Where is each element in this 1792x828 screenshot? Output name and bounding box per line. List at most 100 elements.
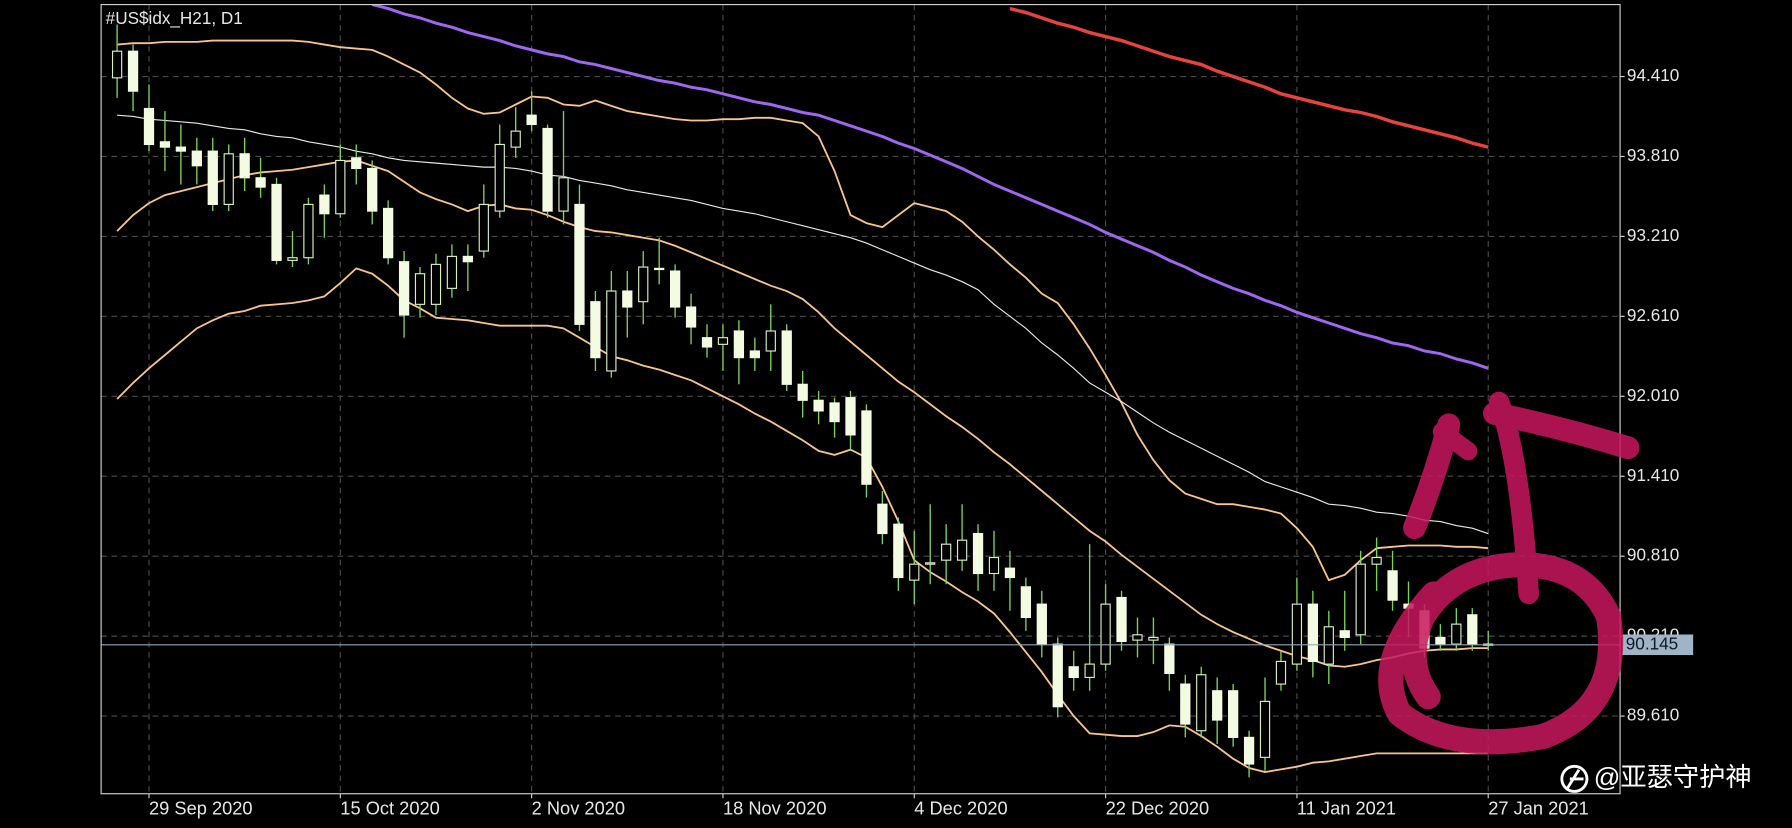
candle-body	[1164, 643, 1175, 674]
indicator-line	[371, 4, 1489, 370]
candle-body	[1355, 563, 1366, 636]
y-tick-label: 90.810	[1627, 545, 1679, 565]
candle-body	[1084, 663, 1095, 678]
candle-body	[1180, 683, 1191, 725]
x-tick-label: 22 Dec 2020	[1106, 798, 1210, 819]
candle-body	[542, 127, 553, 212]
candle-body	[1227, 690, 1239, 738]
candle-body	[287, 257, 298, 261]
candle-body	[111, 50, 123, 79]
candle-body	[701, 337, 713, 348]
candle-body	[638, 266, 649, 303]
candle-body	[319, 194, 330, 215]
candle-body	[654, 267, 665, 271]
indicator-line	[117, 114, 1489, 535]
candle-body	[1451, 623, 1462, 645]
y-tick-label: 91.410	[1627, 465, 1679, 485]
x-tick-label: 18 Nov 2020	[723, 798, 827, 819]
candle-body	[383, 207, 394, 259]
candle-body	[1116, 596, 1127, 643]
plot-area	[101, 4, 1621, 778]
candle-body	[749, 350, 760, 359]
candle-body	[1291, 603, 1303, 665]
candle-body	[1371, 556, 1382, 565]
candle-body	[462, 255, 474, 263]
candle-body	[271, 183, 282, 261]
y-tick-label: 93.810	[1627, 145, 1679, 165]
candle-body	[223, 153, 234, 205]
axes: 94.410 93.810 93.210 92.610 92.010 91.410 90.8…	[148, 65, 1694, 819]
candle-body	[1275, 660, 1287, 685]
candle-body	[494, 143, 505, 212]
y-tick-label: 89.610	[1627, 705, 1679, 725]
indicator-line	[116, 159, 1489, 668]
candle-body	[1307, 603, 1318, 663]
candle-body	[669, 270, 681, 308]
candle-body	[351, 157, 362, 170]
candle-body	[1148, 636, 1159, 641]
candle-body	[239, 153, 250, 179]
indicator-line	[116, 267, 1489, 773]
plot-frame	[100, 3, 1621, 795]
candle-body	[398, 261, 410, 316]
last-price-box	[1622, 634, 1694, 656]
y-tick-label: 94.410	[1627, 65, 1679, 85]
x-tick-label: 2 Nov 2020	[532, 798, 625, 819]
candle-body	[335, 159, 346, 215]
candle-body	[829, 402, 840, 423]
candle-body	[558, 177, 569, 212]
candle-body	[925, 562, 936, 565]
candle-body	[1020, 586, 1032, 619]
y-tick-label: 92.010	[1627, 385, 1679, 405]
indicator-line	[117, 39, 1489, 582]
candle-body	[1212, 690, 1223, 721]
candle-body	[781, 330, 792, 385]
candle-body	[988, 556, 1000, 575]
candle-body	[622, 290, 633, 308]
candle-body	[1100, 603, 1111, 665]
candle-body	[1068, 666, 1079, 678]
watermark-text: @亚瑟守护神	[1594, 762, 1752, 792]
candle-body	[175, 146, 187, 152]
candle-body	[143, 107, 155, 146]
candle-body	[1004, 567, 1016, 579]
candle-body	[191, 150, 202, 167]
candle-body	[717, 337, 729, 345]
candle-body	[159, 141, 171, 148]
watermark: @亚瑟守护神	[1560, 762, 1752, 793]
candle-body	[430, 263, 442, 305]
x-tick-label: 11 Jan 2021	[1297, 798, 1396, 819]
candle-body	[685, 306, 697, 328]
annotation-scribble	[1378, 391, 1640, 755]
last-price-label: 90.145	[1626, 633, 1678, 653]
candle-body	[813, 399, 824, 412]
candle-body	[303, 203, 314, 259]
y-tick-label: 92.610	[1627, 305, 1679, 325]
candle-body	[446, 255, 458, 289]
candle-body	[893, 523, 904, 579]
candle-body	[845, 397, 856, 436]
candle-body	[1243, 736, 1255, 765]
candle-body	[1196, 674, 1207, 732]
x-tick-label: 4 Dec 2020	[914, 798, 1007, 819]
candle-body	[1339, 630, 1350, 639]
candle-body	[367, 167, 378, 212]
candle-body	[941, 543, 952, 561]
candle-body	[510, 130, 521, 148]
watermark-logo	[1560, 764, 1589, 793]
indicator-line	[1009, 6, 1489, 149]
candle-body	[207, 150, 218, 205]
candle-body	[606, 290, 617, 372]
candle-body	[877, 503, 888, 535]
candle-body	[574, 203, 585, 325]
candle-body	[1435, 636, 1446, 645]
candle-body	[909, 563, 920, 581]
candle-body	[733, 330, 745, 359]
candle-body	[972, 532, 984, 575]
candle-body	[478, 203, 489, 252]
candle-body	[590, 301, 601, 359]
chart-title: #US$idx_H21, D1	[106, 8, 243, 28]
candle-body	[414, 273, 426, 305]
candle-body	[1387, 570, 1398, 601]
